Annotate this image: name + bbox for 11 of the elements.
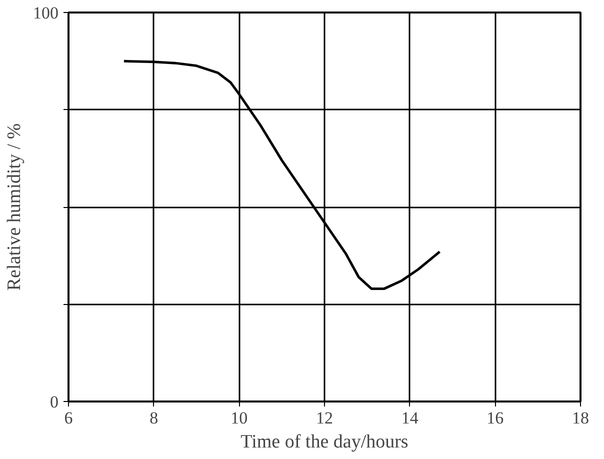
y-tick-label: 0	[50, 392, 58, 412]
x-tick-label: 8	[150, 408, 158, 428]
x-tick-label: 6	[64, 408, 73, 428]
x-tick-label: 10	[230, 408, 248, 428]
x-axis-title: Time of the day/hours	[240, 432, 408, 452]
x-tick-label: 16	[486, 408, 504, 428]
y-tick-label: 100	[33, 4, 58, 22]
x-tick-label: 14	[401, 408, 419, 428]
y-axis-title: Relative humidity / %	[4, 123, 25, 291]
x-tick-label: 18	[572, 408, 589, 428]
x-tick-label: 12	[316, 408, 333, 428]
